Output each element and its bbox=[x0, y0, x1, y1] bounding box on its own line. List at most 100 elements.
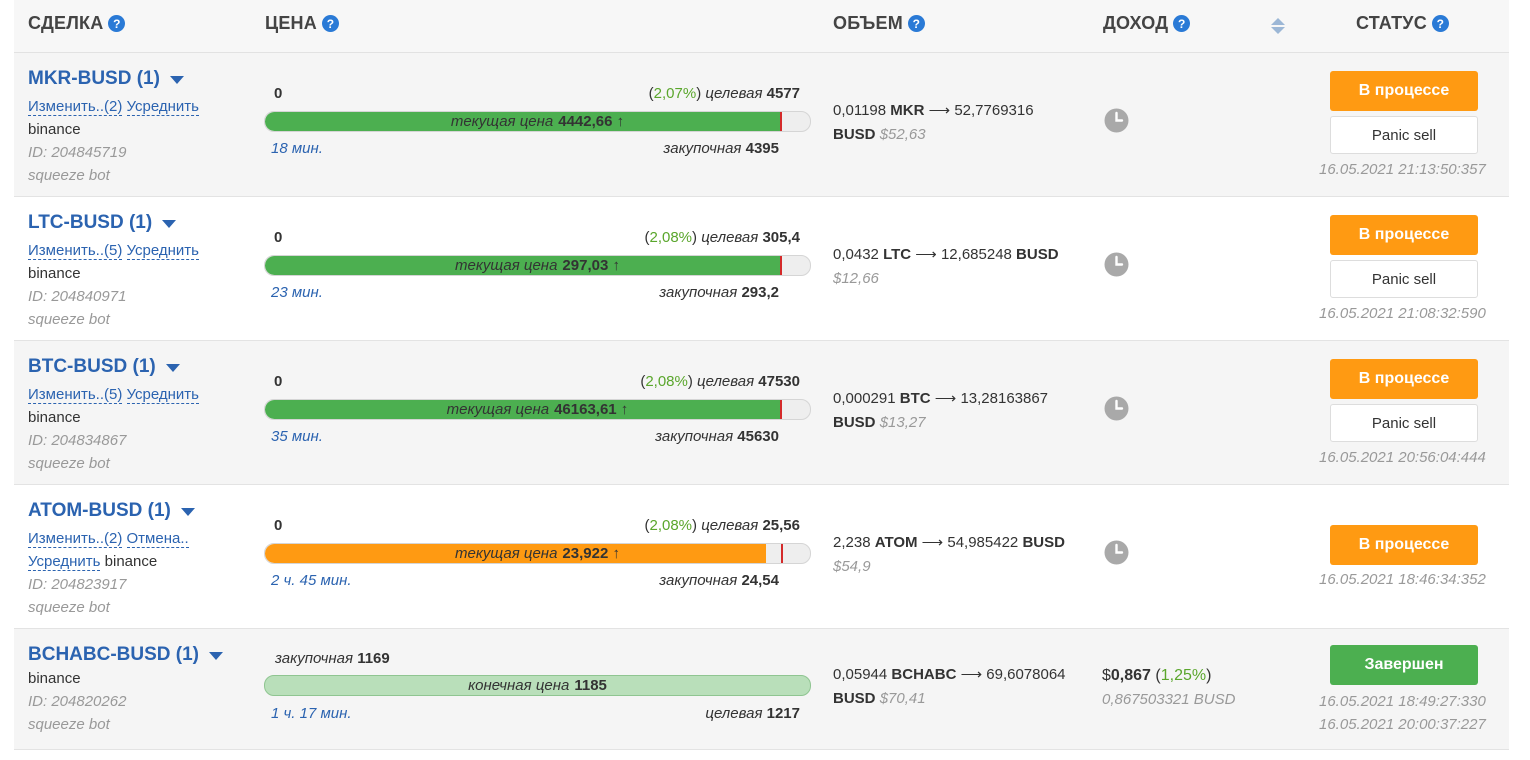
target-pct: 2,08% bbox=[649, 229, 693, 246]
header-income[interactable]: ДОХОД ? bbox=[1103, 13, 1191, 34]
sort-icon[interactable] bbox=[1270, 16, 1286, 36]
volume-usd: $12,66 bbox=[833, 270, 879, 287]
question-circle-icon[interactable]: ? bbox=[108, 15, 126, 32]
header-price[interactable]: ЦЕНА ? bbox=[265, 13, 339, 34]
exchange-name: binance bbox=[28, 265, 81, 282]
volume-amount: 2,238 bbox=[833, 534, 871, 551]
average-link[interactable]: Усреднить bbox=[126, 242, 199, 260]
average-link[interactable]: Усреднить bbox=[28, 553, 101, 571]
volume-info: 0,01198 MKR ⟶ 52,7769316 BUSD $52,63 bbox=[833, 99, 1093, 147]
panic-sell-button[interactable]: Panic sell bbox=[1330, 260, 1478, 298]
final-price-bar: конечная цена 1185 bbox=[264, 675, 811, 696]
buy-info: закупочная 293,2 bbox=[659, 284, 779, 301]
buy-info: закупочная 45630 bbox=[655, 428, 779, 445]
deal-pair[interactable]: LTC-BUSD (1) bbox=[28, 212, 177, 234]
buy-info: закупочная 4395 bbox=[663, 140, 779, 157]
deal-id: ID: 204823917 bbox=[28, 576, 127, 593]
volume-usd: $52,63 bbox=[879, 126, 926, 143]
deal-pair[interactable]: MKR-BUSD (1) bbox=[28, 68, 184, 90]
chevron-down-icon[interactable] bbox=[169, 76, 184, 84]
target-value: 4577 bbox=[766, 85, 800, 102]
header-deal[interactable]: СДЕЛКА ? bbox=[28, 13, 126, 34]
volume-amount: 0,000291 bbox=[833, 390, 896, 407]
chevron-down-icon[interactable] bbox=[209, 652, 223, 660]
in-progress-button[interactable]: В процессе bbox=[1330, 215, 1478, 255]
target-info: (2,08%) целевая 305,4 bbox=[644, 229, 800, 246]
deal-duration: 35 мин. bbox=[271, 428, 323, 445]
panic-sell-button[interactable]: Panic sell bbox=[1330, 116, 1478, 154]
header-volume-label: ОБЪЕМ bbox=[833, 13, 903, 33]
target-pct: 2,07% bbox=[653, 85, 697, 102]
deal-pair-label: MKR-BUSD (1) bbox=[28, 68, 160, 89]
target-info: (2,08%) целевая 47530 bbox=[640, 373, 800, 390]
header-status[interactable]: СТАТУС ? bbox=[1356, 13, 1449, 34]
exchange-name: binance bbox=[28, 670, 81, 687]
table-header: СДЕЛКА ? ЦЕНА ? ОБЪЕМ ? ДОХОД ? СТАТУС ? bbox=[14, 0, 1509, 53]
deal-links: Изменить..(2) Отмена.. Усреднить binance bbox=[28, 527, 238, 573]
in-progress-button[interactable]: В процессе bbox=[1330, 359, 1478, 399]
price-zero: 0 bbox=[274, 373, 283, 390]
volume-result: 54,985422 bbox=[947, 534, 1019, 551]
exchange-name: binance bbox=[104, 553, 158, 570]
header-status-label: СТАТУС bbox=[1356, 13, 1427, 33]
target-label: целевая bbox=[701, 517, 759, 534]
chevron-down-icon[interactable] bbox=[180, 508, 195, 516]
cancel-link[interactable]: Отмена.. bbox=[126, 530, 189, 548]
in-progress-button[interactable]: В процессе bbox=[1330, 71, 1478, 111]
chevron-down-icon[interactable] bbox=[165, 364, 180, 372]
target-marker bbox=[780, 112, 783, 131]
current-price-value: 46163,61 ↑ bbox=[554, 401, 629, 418]
arrow-right-icon: ⟶ bbox=[928, 102, 951, 119]
buy-value: 293,2 bbox=[741, 284, 779, 301]
edit-link[interactable]: Изменить..(5) bbox=[28, 242, 123, 260]
final-price-value: 1185 bbox=[574, 677, 607, 694]
volume-info: 0,000291 BTC ⟶ 13,28163867 BUSD $13,27 bbox=[833, 387, 1093, 435]
profit-sign: $ bbox=[1102, 667, 1111, 684]
arrow-right-icon: ⟶ bbox=[960, 666, 983, 683]
volume-asset: ATOM bbox=[874, 534, 918, 551]
header-volume[interactable]: ОБЪЕМ ? bbox=[833, 13, 925, 34]
current-price-label: текущая цена 46163,61 ↑ bbox=[265, 400, 810, 419]
panic-sell-button[interactable]: Panic sell bbox=[1330, 404, 1478, 442]
price-zero: 0 bbox=[274, 229, 283, 246]
timestamp: 16.05.2021 20:00:37:227 bbox=[1319, 716, 1486, 733]
clock-icon bbox=[1104, 252, 1129, 277]
deal-pair[interactable]: ATOM-BUSD (1) bbox=[28, 500, 195, 522]
in-progress-button[interactable]: В процессе bbox=[1330, 525, 1478, 565]
current-price-value: 4442,66 ↑ bbox=[558, 113, 625, 130]
volume-amount: 0,0432 bbox=[833, 246, 879, 263]
deal-pair[interactable]: BTC-BUSD (1) bbox=[28, 356, 180, 378]
edit-link[interactable]: Изменить..(5) bbox=[28, 386, 123, 404]
deal-id: ID: 204820262 bbox=[28, 693, 127, 710]
question-circle-icon[interactable]: ? bbox=[907, 15, 925, 32]
volume-usd: $13,27 bbox=[879, 414, 926, 431]
deal-pair[interactable]: BCHABC-BUSD (1) bbox=[28, 644, 223, 666]
price-progress-fill bbox=[265, 544, 767, 563]
volume-result: 69,6078064 bbox=[986, 666, 1066, 683]
deal-pair-label: BTC-BUSD (1) bbox=[28, 356, 156, 377]
target-info: (2,07%) целевая 4577 bbox=[648, 85, 800, 102]
question-circle-icon[interactable]: ? bbox=[1431, 15, 1449, 32]
buy-value: 4395 bbox=[745, 140, 779, 157]
question-circle-icon[interactable]: ? bbox=[1173, 15, 1191, 32]
volume-asset: BTC bbox=[899, 390, 931, 407]
average-link[interactable]: Усреднить bbox=[126, 98, 199, 116]
buy-value: 1169 bbox=[357, 650, 390, 667]
current-price-caption: текущая цена bbox=[455, 545, 558, 562]
current-price-label: текущая цена 4442,66 ↑ bbox=[265, 112, 810, 131]
deal-links: Изменить..(5) Усреднить binance bbox=[28, 239, 238, 285]
arrow-right-icon: ⟶ bbox=[921, 534, 944, 551]
target-info: (2,08%) целевая 25,56 bbox=[644, 517, 800, 534]
completed-button[interactable]: Завершен bbox=[1330, 645, 1478, 685]
current-price-value: 23,922 ↑ bbox=[562, 545, 620, 562]
target-label: целевая bbox=[697, 373, 755, 390]
chevron-down-icon[interactable] bbox=[162, 220, 177, 228]
edit-link[interactable]: Изменить..(2) bbox=[28, 530, 123, 548]
bot-name: squeeze bot bbox=[28, 599, 110, 616]
average-link[interactable]: Усреднить bbox=[126, 386, 199, 404]
question-circle-icon[interactable]: ? bbox=[321, 15, 339, 32]
table-row: LTC-BUSD (1) Изменить..(5) Усреднить bin… bbox=[14, 197, 1509, 341]
edit-link[interactable]: Изменить..(2) bbox=[28, 98, 123, 116]
volume-quote: BUSD bbox=[1016, 246, 1059, 263]
table-row: BCHABC-BUSD (1) binance ID: 204820262 sq… bbox=[14, 629, 1509, 750]
